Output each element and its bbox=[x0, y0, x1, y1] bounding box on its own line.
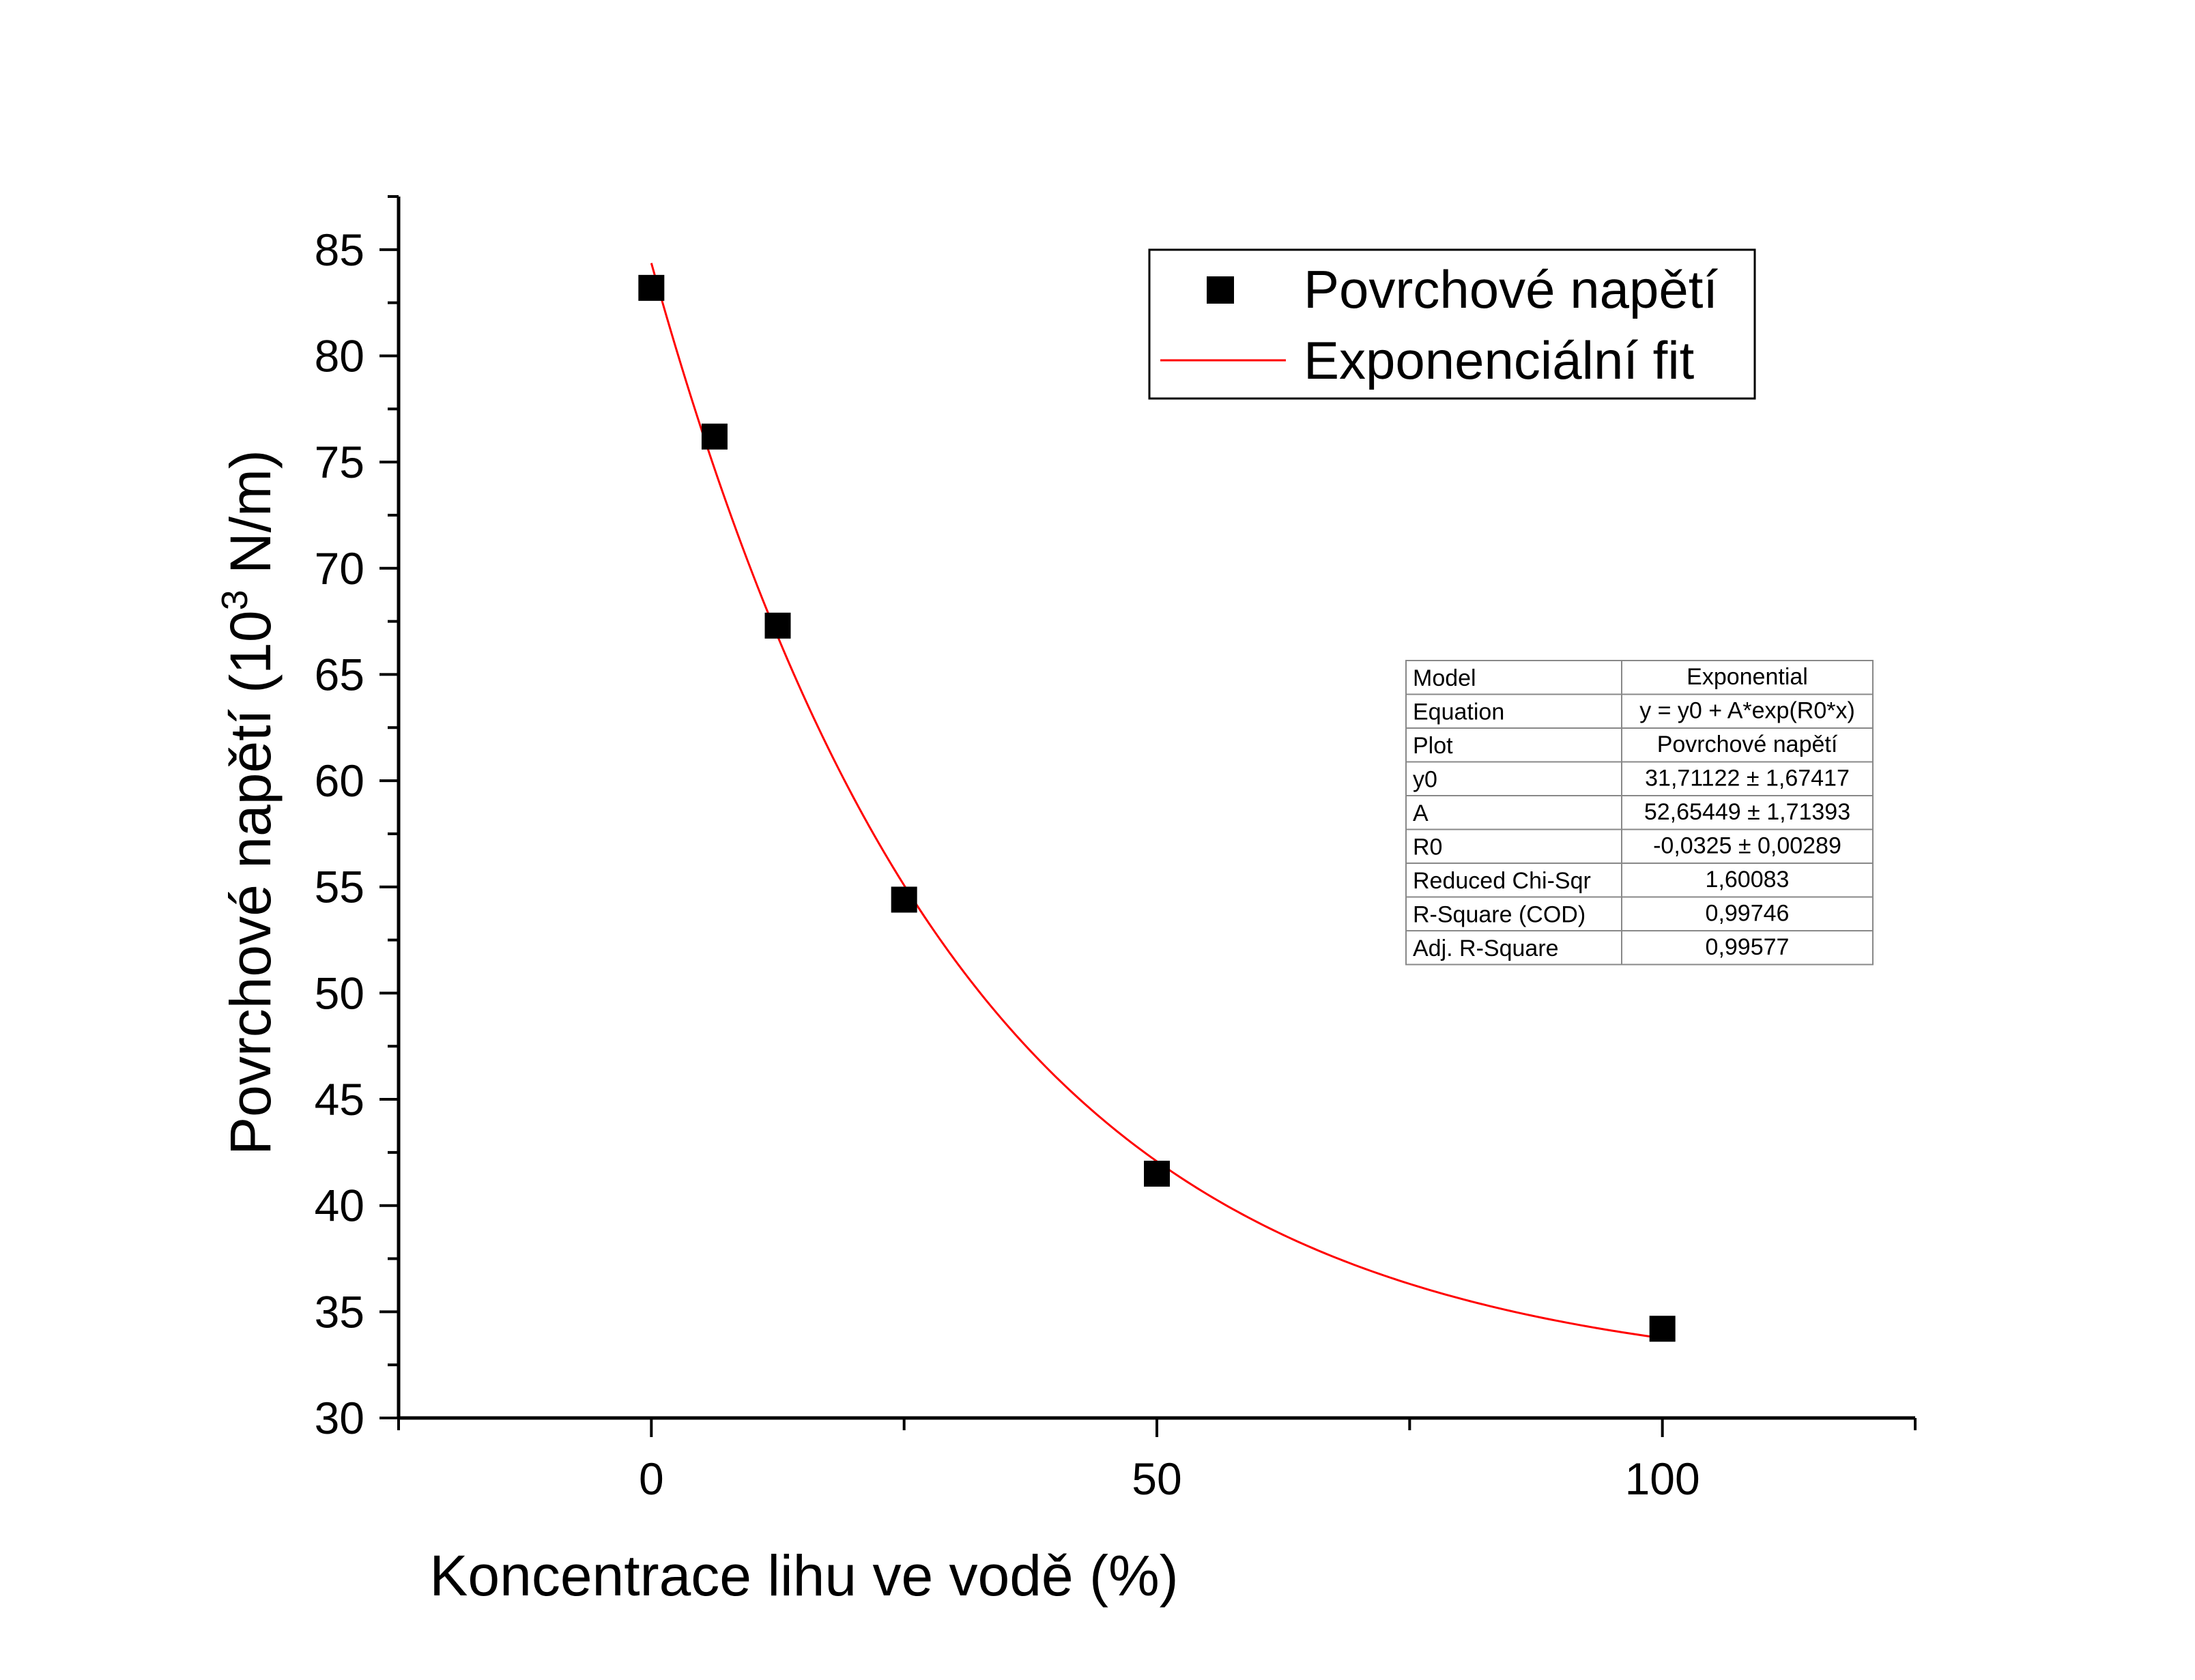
y-tick-label: 40 bbox=[315, 1181, 364, 1231]
fit-table-parameter: R-Square (COD) bbox=[1413, 902, 1586, 928]
marks-layer bbox=[638, 274, 1676, 1342]
legend-box bbox=[1148, 248, 1756, 400]
data-point bbox=[764, 612, 791, 639]
fit-table-value: Exponential bbox=[1687, 664, 1808, 690]
y-tick-label: 65 bbox=[315, 649, 364, 699]
x-ticks: 0 50 100 bbox=[397, 1418, 1917, 1504]
fit-table-parameter: Equation bbox=[1413, 699, 1504, 725]
fit-table-value: 52,65449 ± 1,71393 bbox=[1644, 799, 1850, 825]
fit-table-parameter: A bbox=[1413, 800, 1429, 826]
data-point bbox=[1649, 1316, 1676, 1342]
y-tick-label: 50 bbox=[315, 968, 364, 1018]
y-tick-label: 80 bbox=[315, 330, 364, 381]
legend-label-data: Povrchové napětí bbox=[1304, 259, 1718, 319]
y-tick-label: 45 bbox=[315, 1074, 364, 1125]
y-axis-title: Povrchové napětí (103 N/m) bbox=[214, 450, 283, 1155]
fit-table-parameter: R0 bbox=[1413, 835, 1442, 860]
x-tick-label: 50 bbox=[1132, 1453, 1181, 1504]
y-ticks: 30 35 40 45 50 55 60 65 70 75 80 85 bbox=[315, 195, 399, 1443]
y-tick-label: 35 bbox=[315, 1286, 364, 1337]
fit-table-value: Povrchové napětí bbox=[1657, 732, 1838, 757]
fit-table-parameter: Model bbox=[1413, 665, 1476, 691]
fit-table-parameter: Adj. R-Square bbox=[1413, 936, 1559, 961]
fit-table-parameter: Reduced Chi-Sqr bbox=[1413, 868, 1591, 894]
fit-table-value: -0,0325 ± 0,00289 bbox=[1653, 833, 1841, 859]
legend: Povrchové napětí Exponenciální fit bbox=[1148, 248, 1756, 400]
fit-table-value: 0,99746 bbox=[1706, 901, 1790, 927]
data-point bbox=[638, 274, 665, 301]
fit-table-value: 1,60083 bbox=[1706, 867, 1790, 893]
legend-label-fit: Exponenciální fit bbox=[1304, 330, 1695, 390]
data-point bbox=[1144, 1161, 1170, 1187]
x-tick-label: 0 bbox=[639, 1453, 664, 1504]
y-axis-title-superscript: 3 bbox=[214, 590, 255, 610]
x-axis-title: Koncentrace lihu ve vodě (%) bbox=[429, 1544, 1178, 1608]
y-tick-label: 70 bbox=[315, 543, 364, 594]
data-point bbox=[891, 886, 917, 913]
y-tick-label: 30 bbox=[315, 1393, 364, 1443]
fit-table-value: 31,71122 ± 1,67417 bbox=[1645, 766, 1850, 792]
y-tick-label: 60 bbox=[315, 755, 364, 806]
fit-table-border bbox=[1405, 660, 1874, 966]
fit-results-table: Model Exponential Equation y = y0 + A*exp(R… bbox=[1405, 660, 1874, 966]
fit-table-parameter: Plot bbox=[1413, 733, 1453, 759]
fit-table-value: 0,99577 bbox=[1706, 934, 1790, 960]
y-tick-label: 85 bbox=[315, 225, 364, 275]
fit-table-parameter: y0 bbox=[1413, 767, 1437, 793]
legend-marker-square bbox=[1207, 276, 1234, 304]
y-tick-label: 75 bbox=[315, 437, 364, 487]
x-tick-label: 100 bbox=[1625, 1453, 1700, 1504]
data-point bbox=[701, 423, 728, 450]
fit-table-value: y = y0 + A*exp(R0*x) bbox=[1639, 698, 1855, 724]
y-tick-label: 55 bbox=[315, 862, 364, 912]
